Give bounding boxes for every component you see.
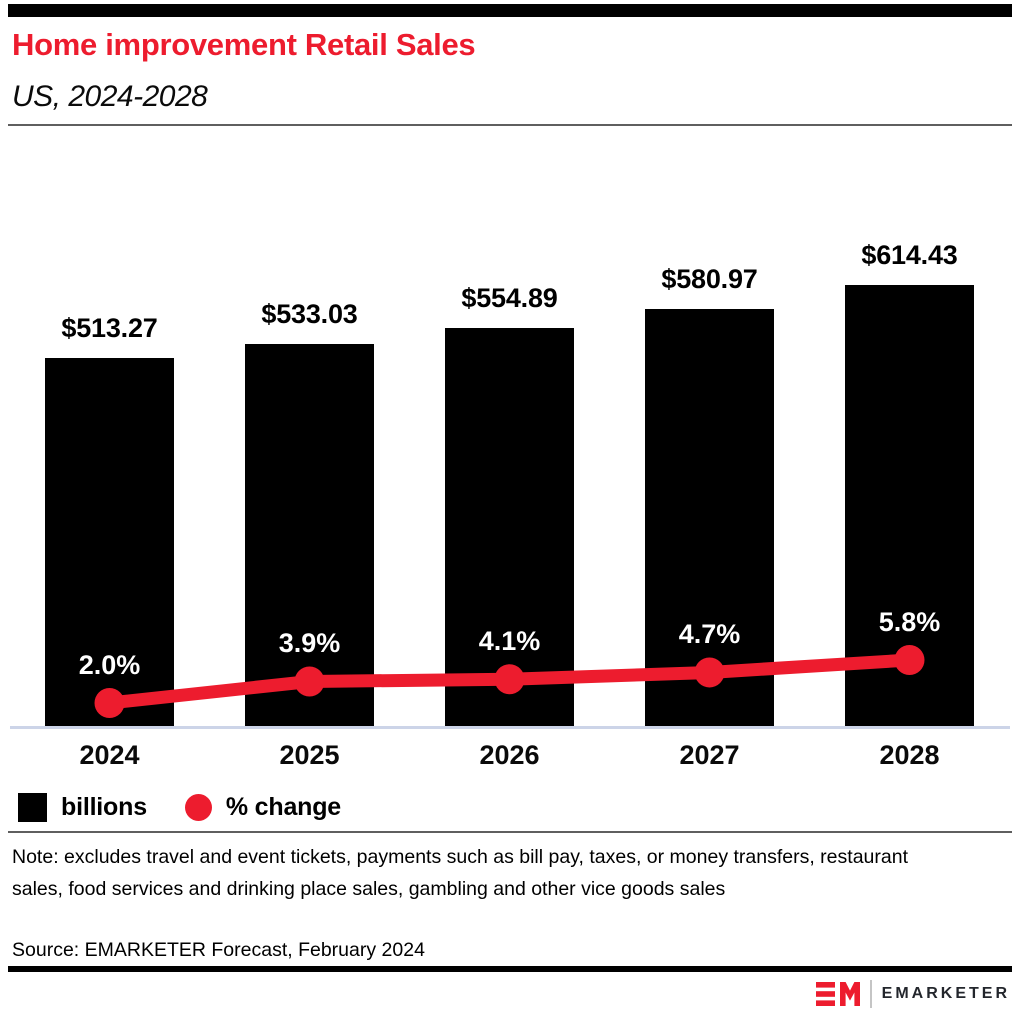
bar-value-label: $513.27: [61, 313, 158, 343]
brand-footer: EMARKETER: [815, 980, 1010, 1008]
bar-2027: [645, 309, 774, 726]
bottom-accent-bar: [8, 966, 1012, 972]
x-axis-label: 2028: [879, 740, 940, 770]
x-axis-label: 2024: [79, 740, 140, 770]
bar-value-label: $554.89: [461, 283, 558, 314]
chart-legend: billions % change: [18, 790, 341, 824]
emarketer-logo-text: EMARKETER: [881, 985, 1010, 1002]
x-axis-label: 2025: [279, 740, 340, 770]
logo-divider: [869, 980, 872, 1008]
bar-value-label: $580.97: [661, 264, 758, 295]
bar-value-label: $533.03: [261, 298, 358, 329]
bar-2026: [445, 328, 574, 726]
emarketer-logo-icon: [815, 982, 860, 1006]
top-accent-bar: [8, 4, 1012, 17]
x-axis-label: 2027: [679, 740, 740, 770]
bar-2028: [845, 285, 974, 726]
pct-change-label: 5.8%: [878, 606, 941, 637]
legend-divider: [8, 831, 1012, 833]
bar-series-swatch: [18, 792, 47, 822]
pct-change-label: 4.1%: [478, 626, 541, 657]
page-title: Home improvement Retail Sales: [12, 27, 476, 62]
header-divider: [8, 124, 1012, 126]
pct-change-label: 2.0%: [78, 650, 141, 680]
note-text: Note: excludes travel and event tickets,…: [12, 846, 908, 900]
page-subtitle: US, 2024-2028: [12, 80, 208, 113]
legend-label-pct-change: % change: [225, 792, 342, 821]
bar-2025: [245, 343, 374, 726]
pct-change-label: 3.9%: [278, 628, 341, 659]
legend-label-billions: billions: [61, 792, 147, 821]
line-series-swatch: [184, 793, 212, 821]
pct-change-label: 4.7%: [678, 619, 741, 650]
bar-value-label: $614.43: [861, 240, 958, 271]
source-text: Source: EMARKETER Forecast, February 202…: [12, 939, 425, 961]
x-axis-label: 2026: [479, 740, 540, 770]
x-axis-line: [10, 726, 1010, 729]
